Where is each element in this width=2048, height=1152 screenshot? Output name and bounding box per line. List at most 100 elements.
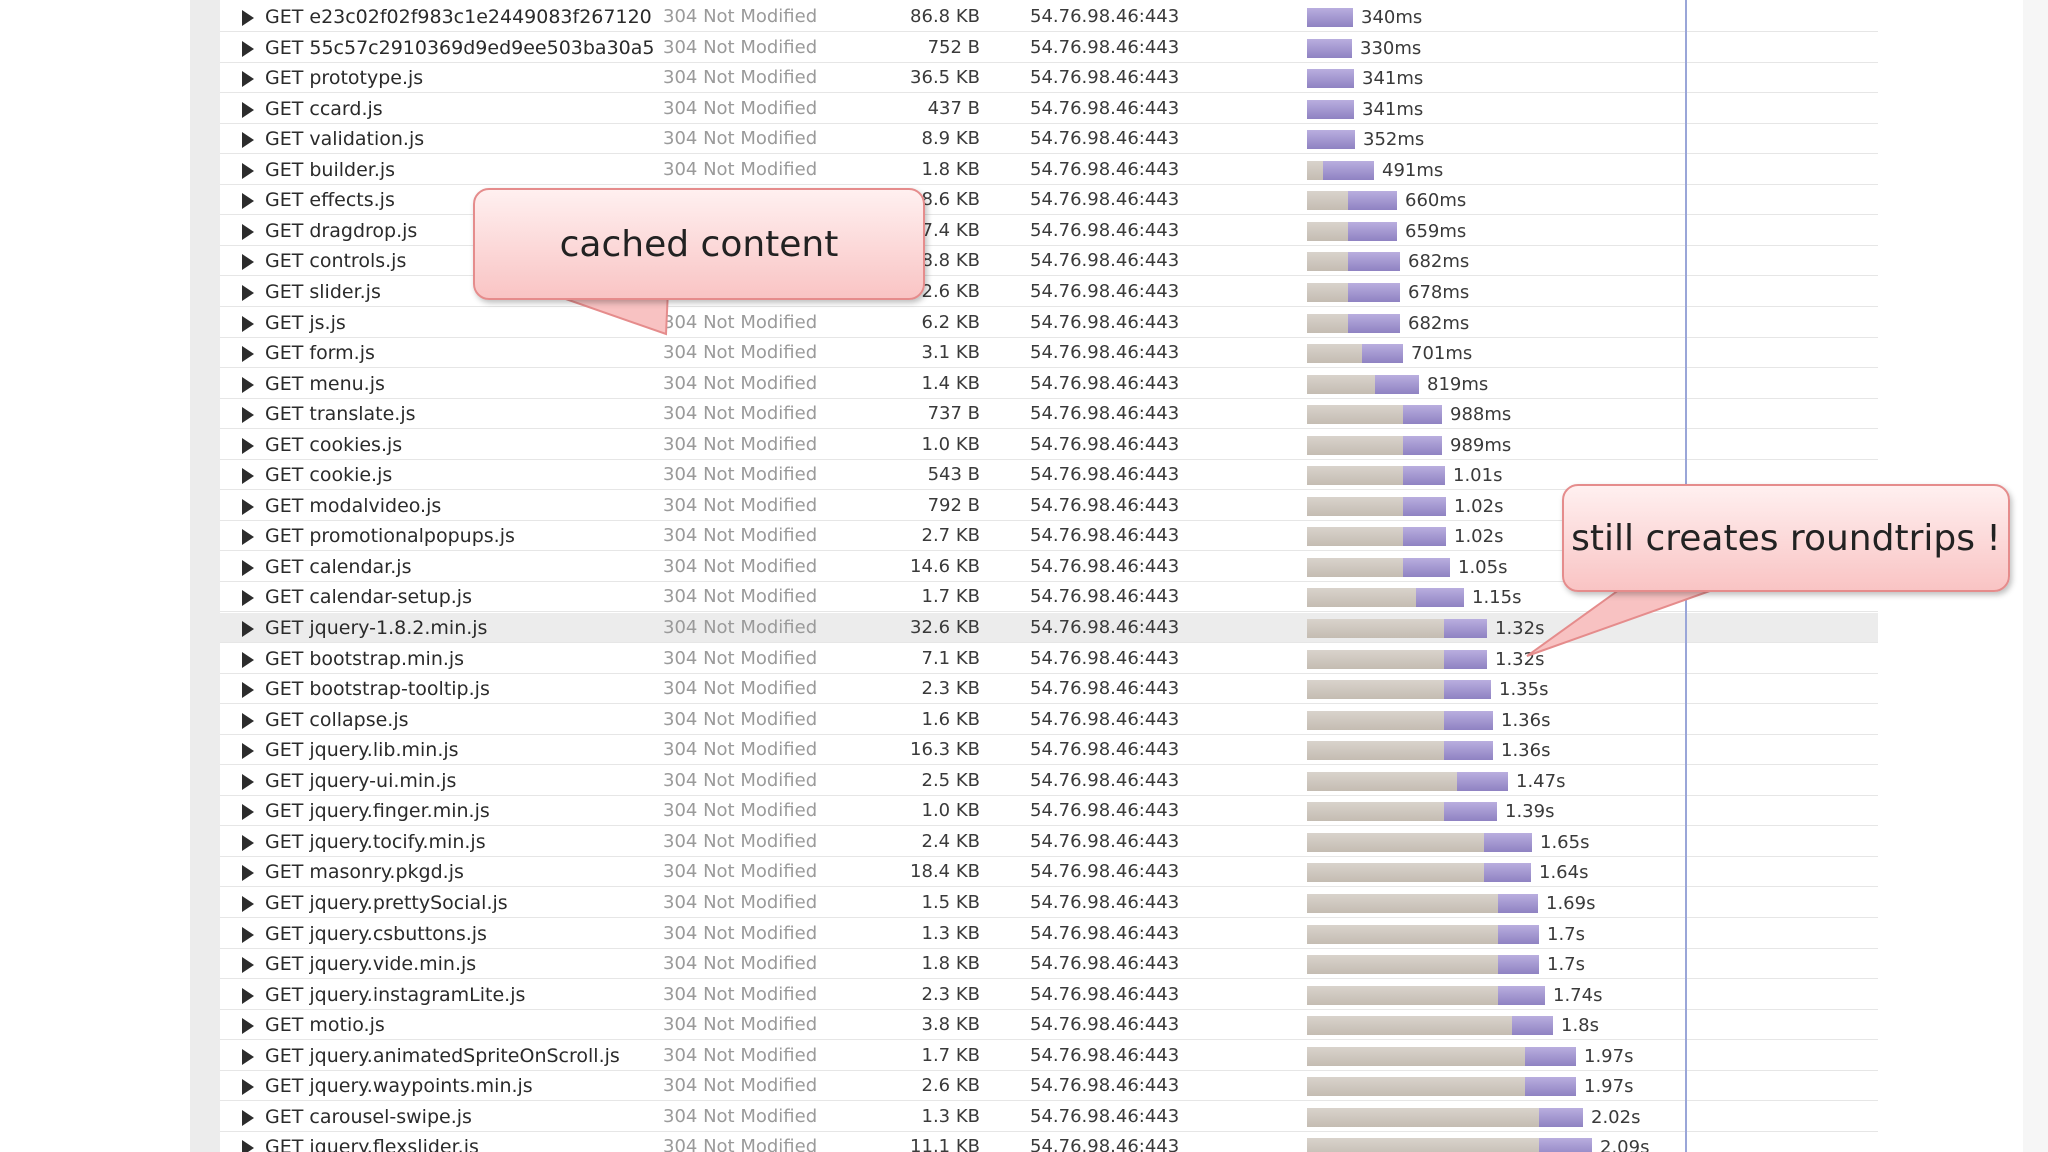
- triangle-right-icon[interactable]: [242, 712, 254, 729]
- triangle-right-icon[interactable]: [242, 1079, 254, 1096]
- waterfall-receive-bar: [1348, 191, 1397, 211]
- request-row[interactable]: GET jquery.finger.min.js 304 Not Modified…: [220, 796, 1878, 827]
- triangle-right-icon[interactable]: [242, 621, 254, 637]
- triangle-right-icon[interactable]: [242, 743, 254, 760]
- triangle-right-icon[interactable]: [242, 10, 254, 26]
- request-row[interactable]: GET bootstrap-tooltip.js 304 Not Modified…: [220, 674, 1878, 705]
- triangle-right-icon[interactable]: [242, 804, 254, 821]
- request-size: 1.7 KB: [921, 1044, 981, 1066]
- request-time: 1.36s: [1501, 740, 1551, 762]
- request-time: 988ms: [1450, 404, 1512, 426]
- triangle-right-icon[interactable]: [242, 590, 254, 607]
- request-row[interactable]: GET 55c57c2910369d9ed9ee503ba30a5 304 Not…: [220, 33, 1878, 63]
- triangle-right-icon[interactable]: [242, 71, 254, 88]
- triangle-right-icon[interactable]: [242, 559, 254, 576]
- request-row[interactable]: GET form.js 304 Not Modified 3.1 KB 54.76.9…: [220, 338, 1878, 369]
- request-row[interactable]: GET builder.js 304 Not Modified 1.8 KB 54.7…: [220, 155, 1878, 185]
- request-row[interactable]: GET translate.js 304 Not Modified 737 B 54.…: [220, 399, 1878, 430]
- request-row[interactable]: GET js.js 304 Not Modified 6.2 KB 54.76.98.…: [220, 308, 1878, 338]
- triangle-right-icon[interactable]: [242, 651, 254, 668]
- triangle-right-icon[interactable]: [242, 529, 254, 546]
- waterfall-receive-bar: [1403, 557, 1450, 577]
- request-row[interactable]: GET jquery.prettySocial.js 304 Not Modifi…: [220, 888, 1878, 918]
- triangle-right-icon[interactable]: [242, 284, 254, 301]
- waterfall-receive-bar: [1307, 99, 1354, 119]
- request-row[interactable]: GET jquery.flexslider.js 304 Not Modified…: [220, 1132, 1878, 1152]
- triangle-right-icon[interactable]: [242, 223, 254, 240]
- waterfall-wait-bar: [1307, 527, 1403, 547]
- triangle-right-icon[interactable]: [242, 682, 254, 699]
- waterfall-wait-bar: [1307, 160, 1323, 180]
- request-row[interactable]: GET motio.js 304 Not Modified 3.8 KB 54.76.…: [220, 1010, 1878, 1041]
- request-row[interactable]: GET calendar-setup.js 304 Not Modified 1.7…: [220, 582, 1878, 613]
- request-remote-address: 54.76.98.46:443: [1030, 67, 1180, 89]
- request-row[interactable]: GET jquery.tocify.min.js 304 Not Modified…: [220, 827, 1878, 857]
- triangle-right-icon[interactable]: [242, 437, 254, 454]
- triangle-right-icon[interactable]: [242, 101, 254, 118]
- request-row[interactable]: GET jquery.waypoints.min.js 304 Not Modif…: [220, 1071, 1878, 1102]
- triangle-right-icon[interactable]: [242, 926, 254, 943]
- request-row[interactable]: GET carousel-swipe.js 304 Not Modified 1.3…: [220, 1102, 1878, 1132]
- request-row[interactable]: GET jquery.csbuttons.js 304 Not Modified 1…: [220, 919, 1878, 949]
- waterfall-wait-bar: [1307, 985, 1498, 1005]
- triangle-right-icon[interactable]: [242, 407, 254, 424]
- request-row[interactable]: GET jquery.animatedSpriteOnScroll.js 304 …: [220, 1041, 1878, 1071]
- waterfall-receive-bar: [1498, 924, 1539, 944]
- request-row[interactable]: GET masonry.pkgd.js 304 Not Modified 18.4 …: [220, 857, 1878, 888]
- request-status: 304 Not Modified: [663, 372, 818, 394]
- request-row[interactable]: GET calendar.js 304 Not Modified 14.6 KB 54…: [220, 552, 1878, 582]
- request-row[interactable]: GET e23c02f02f983c1e2449083f267120 304 No…: [220, 2, 1878, 32]
- request-row[interactable]: GET jquery.instagramLite.js 304 Not Modif…: [220, 980, 1878, 1010]
- request-size: 1.0 KB: [921, 800, 981, 822]
- triangle-right-icon[interactable]: [242, 254, 254, 271]
- triangle-right-icon[interactable]: [242, 376, 254, 393]
- request-row[interactable]: GET cookies.js 304 Not Modified 1.0 KB 54.7…: [220, 430, 1878, 460]
- request-row[interactable]: GET cookie.js 304 Not Modified 543 B 54.76.…: [220, 460, 1878, 491]
- triangle-right-icon[interactable]: [242, 315, 254, 332]
- triangle-right-icon[interactable]: [242, 132, 254, 149]
- request-row[interactable]: GET promotionalpopups.js 304 Not Modified…: [220, 521, 1878, 552]
- request-row[interactable]: GET menu.js 304 Not Modified 1.4 KB 54.76.9…: [220, 369, 1878, 399]
- waterfall-wait-bar: [1307, 1046, 1525, 1066]
- request-row[interactable]: GET modalvideo.js 304 Not Modified 792 B 54…: [220, 491, 1878, 521]
- request-row[interactable]: GET prototype.js 304 Not Modified 36.5 KB 5…: [220, 63, 1878, 94]
- request-status: 304 Not Modified: [663, 678, 818, 700]
- triangle-right-icon[interactable]: [242, 895, 254, 912]
- triangle-right-icon[interactable]: [242, 957, 254, 974]
- request-time: 660ms: [1405, 190, 1467, 212]
- triangle-right-icon[interactable]: [242, 1140, 254, 1152]
- triangle-right-icon[interactable]: [242, 987, 254, 1004]
- request-row[interactable]: GET jquery.lib.min.js 304 Not Modified 16.…: [220, 735, 1878, 766]
- request-row[interactable]: GET collapse.js 304 Not Modified 1.6 KB 54.…: [220, 705, 1878, 735]
- request-row[interactable]: GET jquery.vide.min.js 304 Not Modified 1.…: [220, 949, 1878, 980]
- waterfall-receive-bar: [1444, 741, 1493, 761]
- request-size: 1.3 KB: [921, 1105, 981, 1127]
- triangle-right-icon[interactable]: [242, 498, 254, 515]
- request-row[interactable]: GET ccard.js 304 Not Modified 437 B 54.76.9…: [220, 94, 1878, 124]
- triangle-right-icon[interactable]: [242, 1018, 254, 1035]
- request-status: 304 Not Modified: [663, 525, 818, 547]
- triangle-right-icon[interactable]: [242, 1109, 254, 1126]
- triangle-right-icon[interactable]: [242, 773, 254, 790]
- triangle-right-icon[interactable]: [242, 468, 254, 485]
- triangle-right-icon[interactable]: [242, 193, 254, 210]
- waterfall-wait-bar: [1307, 374, 1375, 394]
- triangle-right-icon[interactable]: [242, 40, 254, 57]
- request-row[interactable]: GET validation.js 304 Not Modified 8.9 KB 5…: [220, 124, 1878, 155]
- triangle-right-icon[interactable]: [242, 834, 254, 851]
- waterfall-receive-bar: [1512, 1016, 1553, 1036]
- request-time: 1.39s: [1505, 801, 1555, 823]
- triangle-right-icon[interactable]: [242, 162, 254, 179]
- request-row[interactable]: GET jquery-ui.min.js 304 Not Modified 2.5 …: [220, 766, 1878, 796]
- request-row[interactable]: GET bootstrap.min.js 304 Not Modified 7.1 …: [220, 644, 1878, 674]
- triangle-right-icon[interactable]: [242, 346, 254, 363]
- request-status: 304 Not Modified: [663, 769, 818, 791]
- triangle-right-icon[interactable]: [242, 865, 254, 882]
- triangle-right-icon[interactable]: [242, 1048, 254, 1065]
- request-time: 352ms: [1363, 129, 1425, 151]
- waterfall-wait-bar: [1307, 1138, 1539, 1152]
